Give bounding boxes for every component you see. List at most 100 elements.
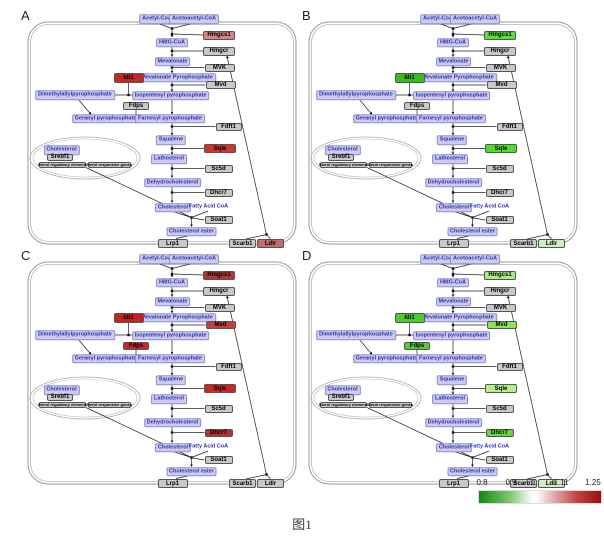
metabolite-hmg-coa: HMG-CoA xyxy=(156,277,188,288)
gene-box-sqle: Sqle xyxy=(485,384,517,393)
gene-box-soat1: Soat1 xyxy=(485,456,514,464)
metabolite-cholesterol-ester: Cholesterol ester xyxy=(166,226,217,237)
gene-box-srebf1: Srebf1 xyxy=(47,393,73,401)
gene-box-sqle: Sqle xyxy=(204,144,236,153)
gene-box-mvd: Mvd xyxy=(486,321,517,329)
metabolite-mevalonate-pp: Mevalonate Pyrophosphate xyxy=(138,72,216,83)
metabolite-dimethylallyl-pp: Dimethylallylpyrophosphate xyxy=(35,90,115,100)
gene-box-idi1: Idi1 xyxy=(113,312,144,323)
metabolite-acetoacetyl-coa: Acetoacetyl-CoA xyxy=(168,254,220,264)
metabolite-squalene: Squalene xyxy=(155,135,187,145)
gene-box-fdps: Fdps xyxy=(123,102,149,110)
gene-box-mvk: MVK xyxy=(485,63,516,72)
metabolite-geranyl-pp: Geranyl pyrophosphate xyxy=(352,353,421,364)
figure-caption: 图1 xyxy=(292,517,312,532)
panel-label-a: A xyxy=(21,8,30,23)
gene-box-lrp1: Lrp1 xyxy=(438,479,469,488)
metabolite-geranyl-pp: Geranyl pyrophosphate xyxy=(352,113,421,124)
gene-box-dhcr7: Dhcr7 xyxy=(485,428,514,437)
metabolite-isopentenyl-pp: Isopentenyl pyrophosphate xyxy=(131,90,210,101)
panel-label-d: D xyxy=(302,248,312,263)
metabolite-squalene: Squalene xyxy=(155,375,187,385)
gene-box-fdps: Fdps xyxy=(404,102,430,110)
metabolite-mevalonate: Mevalonate xyxy=(154,296,191,307)
metabolite-fatty-acid-coa: Fatty Acid CoA xyxy=(188,443,229,450)
metabolite-mevalonate: Mevalonate xyxy=(154,56,191,67)
colorbar-tick: 1.25 xyxy=(585,478,601,487)
metabolite-cholesterol: Cholesterol xyxy=(435,202,473,213)
metabolite-farnesyl-pp: Farnesyl pyrophosphate xyxy=(135,353,205,364)
metabolite-mevalonate-pp: Mevalonate Pyrophosphate xyxy=(419,72,497,83)
gene-box-sqle: Sqle xyxy=(485,144,517,153)
colorbar-tick: 1 xyxy=(531,478,537,487)
gene-box-srebf1: Srebf1 xyxy=(328,393,354,401)
panel-d: D Acetyl-CoA Acetoacetyl-CoA HMG-CoA Mevalon… xyxy=(301,248,583,490)
gene-box-hmgcr: Hmgcr xyxy=(203,286,235,296)
gene-box-scarb1: Scarb1 xyxy=(510,479,537,488)
panel-a: A Acetyl-CoA Acetoacetyl-CoA HMG-CoA Mevalon… xyxy=(20,8,302,250)
gene-box-fdps: Fdps xyxy=(123,342,149,350)
gene-box-ldlr: Ldlr xyxy=(538,479,565,488)
metabolite-lathosterol: Lathosterol xyxy=(151,394,187,404)
gene-box-lrp1: Lrp1 xyxy=(157,479,188,488)
metabolite-dimethylallyl-pp: Dimethylallylpyrophosphate xyxy=(316,330,396,340)
metabolite-dimethylallyl-pp: Dimethylallylpyrophosphate xyxy=(316,90,396,100)
metabolite-acetoacetyl-coa: Acetoacetyl-CoA xyxy=(449,14,501,24)
gene-box-hmgcs1: Hmgcs1 xyxy=(203,30,235,40)
panel-label-b: B xyxy=(302,8,311,23)
gene-box-sc5d: Sc5d xyxy=(204,404,233,413)
metabolite-mevalonate-pp: Mevalonate Pyrophosphate xyxy=(419,312,497,323)
metabolite-mevalonate: Mevalonate xyxy=(435,296,472,307)
metabolite-geranyl-pp: Geranyl pyrophosphate xyxy=(71,113,140,124)
gene-box-idi1: Idi1 xyxy=(394,72,425,83)
gene-box-fdft1: Fdft1 xyxy=(215,122,242,131)
gene-box-fdft1: Fdft1 xyxy=(496,122,523,131)
gene-box-hmgcr: Hmgcr xyxy=(484,46,516,56)
gene-box-idi1: Idi1 xyxy=(394,312,425,323)
metabolite-hmg-coa: HMG-CoA xyxy=(437,37,469,48)
panel-c: C Acetyl-CoA Acetoacetyl-CoA HMG-CoA Mevalon… xyxy=(20,248,302,490)
gene-box-fdps: Fdps xyxy=(404,342,430,350)
gene-box-scarb1: Scarb1 xyxy=(229,479,256,488)
metabolite-farnesyl-pp: Farnesyl pyrophosphate xyxy=(416,113,486,124)
metabolite-mevalonate-pp: Mevalonate Pyrophosphate xyxy=(138,312,216,323)
metabolite-cholesterol: Cholesterol xyxy=(154,202,192,213)
gene-box-sterol-responsive-genes: Sterol responsive genes xyxy=(85,161,133,168)
metabolite-cholesterol: Cholesterol xyxy=(435,442,473,453)
gene-box-dhcr7: Dhcr7 xyxy=(485,188,514,197)
metabolite-squalene: Squalene xyxy=(436,135,468,145)
gene-box-lrp1: Lrp1 xyxy=(157,239,188,248)
gene-box-fdft1: Fdft1 xyxy=(215,362,242,371)
gene-box-sterol-regulatory-element: Sterol regulatory element xyxy=(37,401,87,408)
gene-box-hmgcs1: Hmgcs1 xyxy=(203,270,235,280)
metabolite-geranyl-pp: Geranyl pyrophosphate xyxy=(71,353,140,364)
colorbar-tick: 0.9 xyxy=(505,478,517,487)
gene-box-sterol-responsive-genes: Sterol responsive genes xyxy=(85,401,133,408)
gene-box-soat1: Soat1 xyxy=(204,216,233,224)
metabolite-lathosterol: Lathosterol xyxy=(432,394,468,404)
gene-box-hmgcr: Hmgcr xyxy=(484,286,516,296)
metabolite-squalene: Squalene xyxy=(436,375,468,385)
metabolite-cholesterol-ester: Cholesterol ester xyxy=(447,466,498,477)
metabolite-isopentenyl-pp: Isopentenyl pyrophosphate xyxy=(412,90,491,101)
gene-box-mvd: Mvd xyxy=(205,321,236,329)
gene-box-dhcr7: Dhcr7 xyxy=(204,188,233,197)
gene-box-scarb1: Scarb1 xyxy=(229,239,256,248)
metabolite-lathosterol: Lathosterol xyxy=(151,154,187,164)
gene-box-sterol-responsive-genes: Sterol responsive genes xyxy=(366,161,414,168)
gene-box-srebf1: Srebf1 xyxy=(328,153,354,161)
gene-box-sterol-regulatory-element: Sterol regulatory element xyxy=(37,161,87,168)
gene-box-ldlr: Ldlr xyxy=(538,239,565,248)
metabolite-fatty-acid-coa: Fatty Acid CoA xyxy=(188,203,229,210)
metabolite-hmg-coa: HMG-CoA xyxy=(437,277,469,288)
colorbar-tick: 1.11 xyxy=(553,478,569,487)
gene-box-mvd: Mvd xyxy=(205,81,236,89)
metabolite-fatty-acid-coa: Fatty Acid CoA xyxy=(469,203,510,210)
gene-box-ldlr: Ldlr xyxy=(257,479,284,488)
colorbar-tick: 0.8 xyxy=(476,478,488,487)
metabolite-farnesyl-pp: Farnesyl pyrophosphate xyxy=(416,353,486,364)
metabolite-cholesterol-ester: Cholesterol ester xyxy=(447,226,498,237)
gene-box-hmgcs1: Hmgcs1 xyxy=(484,270,516,280)
colorbar: 0.8 0.9 1 1.11 1.25 xyxy=(476,478,604,506)
